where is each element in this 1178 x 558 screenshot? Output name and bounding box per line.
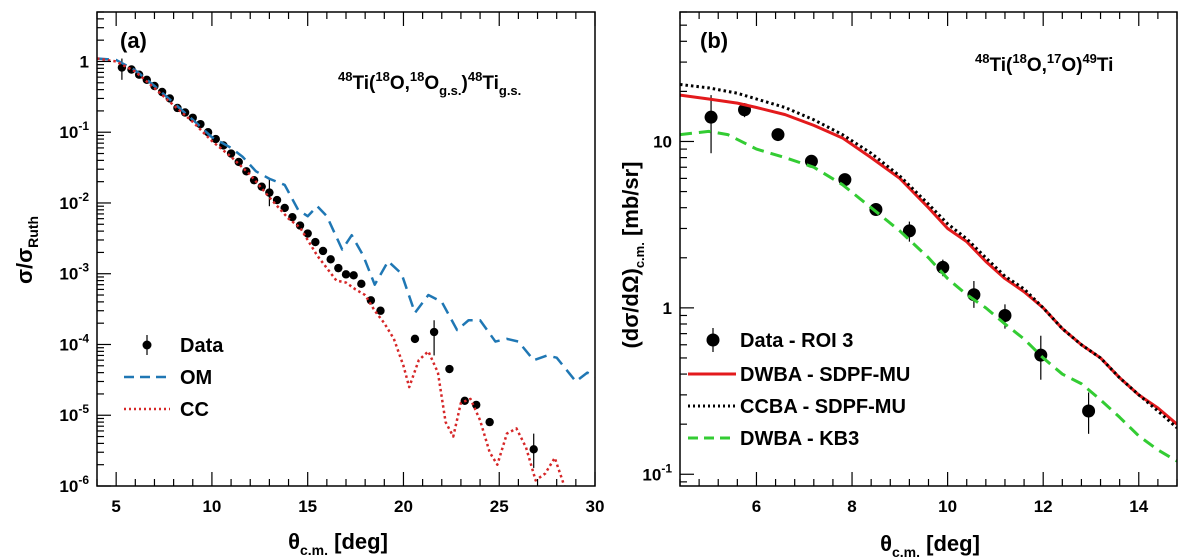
data-point (295, 221, 305, 230)
panel-b-reaction: 48Ti(18O,17O)49Ti (975, 51, 1113, 76)
panel-b-label: (b) (700, 28, 728, 53)
panel-a-plot (97, 57, 595, 486)
x-tick-label: 8 (847, 497, 856, 516)
legend-label-dwba-sdpfmu: DWBA - SDPF-MU (740, 364, 910, 386)
series-line-dwba-kb3 (680, 129, 1177, 463)
data-point (226, 149, 236, 158)
legend-label-data: Data (180, 335, 224, 357)
y-tick-label: 1 (663, 299, 672, 318)
x-tick-label: 25 (490, 497, 509, 516)
series-line-om (97, 57, 595, 383)
y-tick-label: 10 (653, 132, 672, 151)
data-point (357, 279, 366, 289)
y-tick-label: 10-3 (59, 261, 89, 284)
data-point (188, 113, 197, 122)
data-point (288, 212, 297, 222)
y-tick-label: 10-1 (59, 119, 89, 142)
data-point (1082, 404, 1096, 418)
data-point (349, 271, 358, 280)
x-tick-label: 14 (1129, 497, 1148, 516)
data-point (704, 110, 718, 124)
y-tick-label: 10-1 (642, 461, 672, 484)
data-point (902, 224, 916, 238)
data-point (366, 296, 376, 305)
series-line-ccba-sdpf-mu (680, 83, 1177, 429)
data-point (771, 128, 785, 142)
panel-a-legend: Data OM CC (124, 335, 224, 421)
legend-label-ccba-sdpfmu: CCBA - SDPF-MU (740, 396, 906, 418)
legend-label-cc: CC (180, 399, 209, 421)
data-point (376, 306, 385, 315)
x-tick-label: 20 (394, 497, 413, 516)
data-point (998, 308, 1012, 322)
x-tick-label: 10 (938, 497, 957, 516)
data-point (529, 445, 538, 454)
panel-a-xlabel: θc.m. [deg] (288, 529, 388, 558)
x-tick-label: 6 (752, 497, 761, 516)
data-point (334, 263, 343, 273)
panel-b-ylabel: (dσ/dΩ)c.m. [mb/sr] (618, 161, 647, 348)
data-point (280, 203, 289, 213)
data-point (326, 255, 335, 264)
y-tick-label: 1 (80, 52, 89, 71)
legend-label-om: OM (180, 367, 212, 389)
y-tick-label: 10-4 (59, 331, 89, 354)
data-point (303, 229, 312, 238)
legend-label-dwba-kb3: DWBA - KB3 (740, 428, 859, 450)
x-tick-label: 12 (1034, 497, 1053, 516)
panel-a-ticks: 5 10 15 20 25 30 1 10-1 10-2 10-3 10-4 10-5 10-6 (59, 11, 605, 516)
data-point (445, 364, 454, 374)
y-tick-label: 10-5 (59, 402, 89, 425)
series-line-cc (97, 57, 566, 486)
x-tick-label: 5 (111, 497, 120, 516)
y-tick-label: 10-2 (59, 190, 89, 213)
data-point (311, 237, 320, 247)
panel-b-ticks: 6 8 10 12 14 10-1 1 10 (642, 11, 1178, 516)
y-tick-label: 10-6 (59, 473, 89, 496)
panel-b-legend: Data - ROI 3 DWBA - SDPF-MU CCBA - SDPF-… (688, 328, 910, 450)
panel-b-plot (680, 83, 1177, 463)
panel-b-xlabel: θc.m. [deg] (880, 531, 980, 558)
x-tick-label: 10 (202, 497, 221, 516)
data-point (234, 157, 243, 167)
panel-a-ylabel: σ/σRuth (12, 216, 41, 284)
x-tick-label: 15 (298, 497, 317, 516)
x-tick-label: 30 (586, 497, 605, 516)
panel-a-label: (a) (120, 28, 147, 53)
data-point (485, 417, 494, 427)
data-point (318, 246, 328, 256)
data-point (341, 270, 351, 279)
panel-a: 5 10 15 20 25 30 1 10-1 10-2 10-3 10-4 10-5 10-6 (a)… (12, 11, 605, 558)
panel-b: 6 8 10 12 14 10-1 1 10 (b) 48Ti(18O,17O)49Ti θc… (618, 11, 1178, 558)
data-point (429, 327, 439, 337)
data-point (410, 334, 420, 344)
legend-label-data-roi3: Data - ROI 3 (740, 330, 853, 352)
data-point (472, 400, 481, 410)
panel-a-reaction: 48Ti(18O,18Og.s.)48Tig.s. (338, 69, 521, 98)
